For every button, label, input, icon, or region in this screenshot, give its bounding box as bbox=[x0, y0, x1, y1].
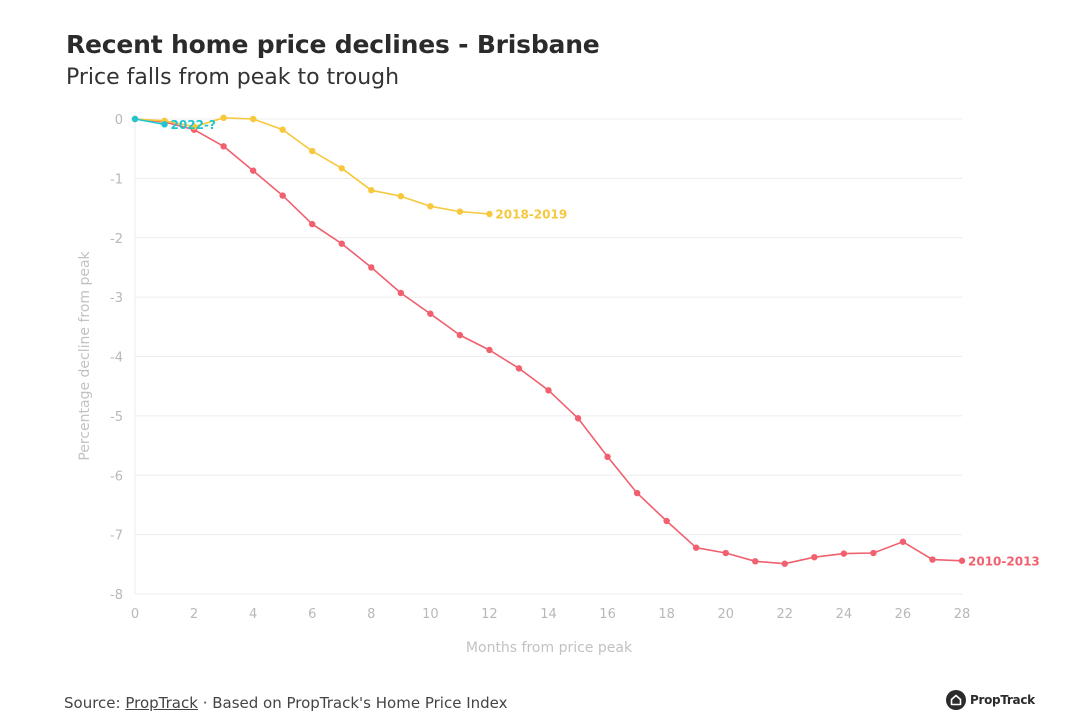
source-suffix: · Based on PropTrack's Home Price Index bbox=[197, 694, 508, 712]
series-label: 2022-? bbox=[171, 118, 216, 132]
y-tick-label: -7 bbox=[110, 529, 123, 544]
chart-subtitle: Price falls from peak to trough bbox=[66, 65, 400, 90]
data-point bbox=[190, 123, 198, 130]
data-point bbox=[929, 556, 936, 563]
series-label: 2010-2013 bbox=[968, 554, 1040, 568]
data-point bbox=[427, 203, 434, 210]
data-point bbox=[899, 538, 907, 545]
data-point bbox=[368, 264, 375, 271]
x-tick-label: 4 bbox=[249, 607, 257, 622]
data-point bbox=[309, 220, 316, 228]
gridlines bbox=[134, 118, 962, 595]
source-footer: Source: PropTrack · Based on PropTrack's… bbox=[64, 694, 508, 712]
data-point bbox=[338, 240, 345, 247]
chart-title: Recent home price declines - Brisbane bbox=[66, 30, 600, 59]
y-tick-label: -8 bbox=[110, 588, 123, 603]
y-tick-label: -3 bbox=[110, 291, 123, 306]
y-axis-ticks: 0 -1 -2 -3 -4 -5 -6 -7 -8 bbox=[110, 113, 123, 603]
y-tick-label: -5 bbox=[110, 410, 123, 425]
data-point bbox=[456, 208, 464, 215]
line-chart: 0-1-2-3-4-5-6-7-8 0 2 4 6 8 10 12 14 16 18 20 22 24 2… bbox=[77, 113, 1040, 656]
data-point bbox=[131, 115, 139, 123]
data-point bbox=[249, 167, 257, 174]
y-axis-title: Percentage decline from peak bbox=[77, 250, 93, 460]
x-tick-label: 28 bbox=[954, 607, 971, 622]
x-tick-label: 18 bbox=[658, 607, 675, 622]
x-tick-label: 26 bbox=[895, 607, 912, 622]
x-tick-label: 8 bbox=[367, 607, 375, 622]
data-point bbox=[692, 544, 700, 551]
proptrack-logo[interactable]: PropTrack bbox=[946, 690, 1035, 710]
data-point bbox=[220, 143, 227, 150]
data-point bbox=[161, 121, 168, 128]
data-point bbox=[811, 553, 818, 561]
y-tick-label: -1 bbox=[110, 172, 123, 187]
y-tick-label: 0 bbox=[115, 113, 123, 128]
data-point bbox=[397, 192, 405, 200]
data-point bbox=[752, 558, 759, 565]
source-prefix: Source: bbox=[64, 694, 126, 712]
series-line bbox=[134, 118, 963, 565]
y-tick-label: -6 bbox=[110, 469, 123, 484]
data-point bbox=[604, 453, 611, 461]
x-tick-label: 10 bbox=[422, 607, 439, 622]
data-point bbox=[840, 550, 848, 557]
logo-text: PropTrack bbox=[970, 693, 1035, 707]
data-point bbox=[338, 165, 345, 172]
x-tick-label: 14 bbox=[540, 607, 557, 622]
data-point bbox=[427, 310, 434, 317]
series-2022-: 2022-? bbox=[131, 115, 216, 132]
series-line bbox=[134, 117, 490, 215]
data-point bbox=[486, 346, 493, 354]
series-2010-2013: 2010-2013 bbox=[131, 115, 1040, 568]
x-tick-label: 22 bbox=[777, 607, 794, 622]
x-tick-label: 20 bbox=[717, 607, 734, 622]
x-tick-label: 6 bbox=[308, 607, 316, 622]
data-point bbox=[633, 489, 641, 497]
data-point bbox=[515, 365, 523, 372]
data-point bbox=[545, 387, 552, 394]
data-point bbox=[781, 560, 788, 567]
data-point bbox=[368, 187, 375, 194]
x-axis-ticks: 0 2 4 6 8 10 12 14 16 18 20 22 24 26 28 bbox=[131, 607, 970, 622]
data-point bbox=[220, 114, 227, 122]
data-point bbox=[958, 557, 966, 564]
source-link[interactable]: PropTrack bbox=[125, 694, 198, 712]
house-icon bbox=[946, 690, 966, 710]
y-tick-label: -2 bbox=[110, 232, 123, 247]
series-label: 2018-2019 bbox=[495, 208, 567, 222]
x-tick-label: 2 bbox=[190, 607, 198, 622]
data-point bbox=[574, 415, 582, 422]
data-point bbox=[249, 115, 257, 123]
data-point bbox=[663, 517, 670, 525]
data-point bbox=[456, 331, 464, 339]
series: 2010-2013 2018-2019 2022-? bbox=[131, 114, 1040, 568]
x-tick-label: 16 bbox=[599, 607, 616, 622]
data-point bbox=[309, 147, 316, 155]
series-line bbox=[134, 118, 165, 126]
data-point bbox=[722, 549, 729, 557]
data-point bbox=[397, 289, 405, 297]
y-tick-label: -4 bbox=[110, 351, 123, 366]
data-point bbox=[279, 192, 286, 199]
x-tick-label: 12 bbox=[481, 607, 498, 622]
data-point bbox=[870, 549, 877, 557]
data-point bbox=[486, 210, 493, 218]
data-point bbox=[279, 126, 286, 133]
x-tick-label: 0 bbox=[131, 607, 139, 622]
x-axis-title: Months from price peak bbox=[466, 640, 633, 656]
x-tick-label: 24 bbox=[836, 607, 853, 622]
